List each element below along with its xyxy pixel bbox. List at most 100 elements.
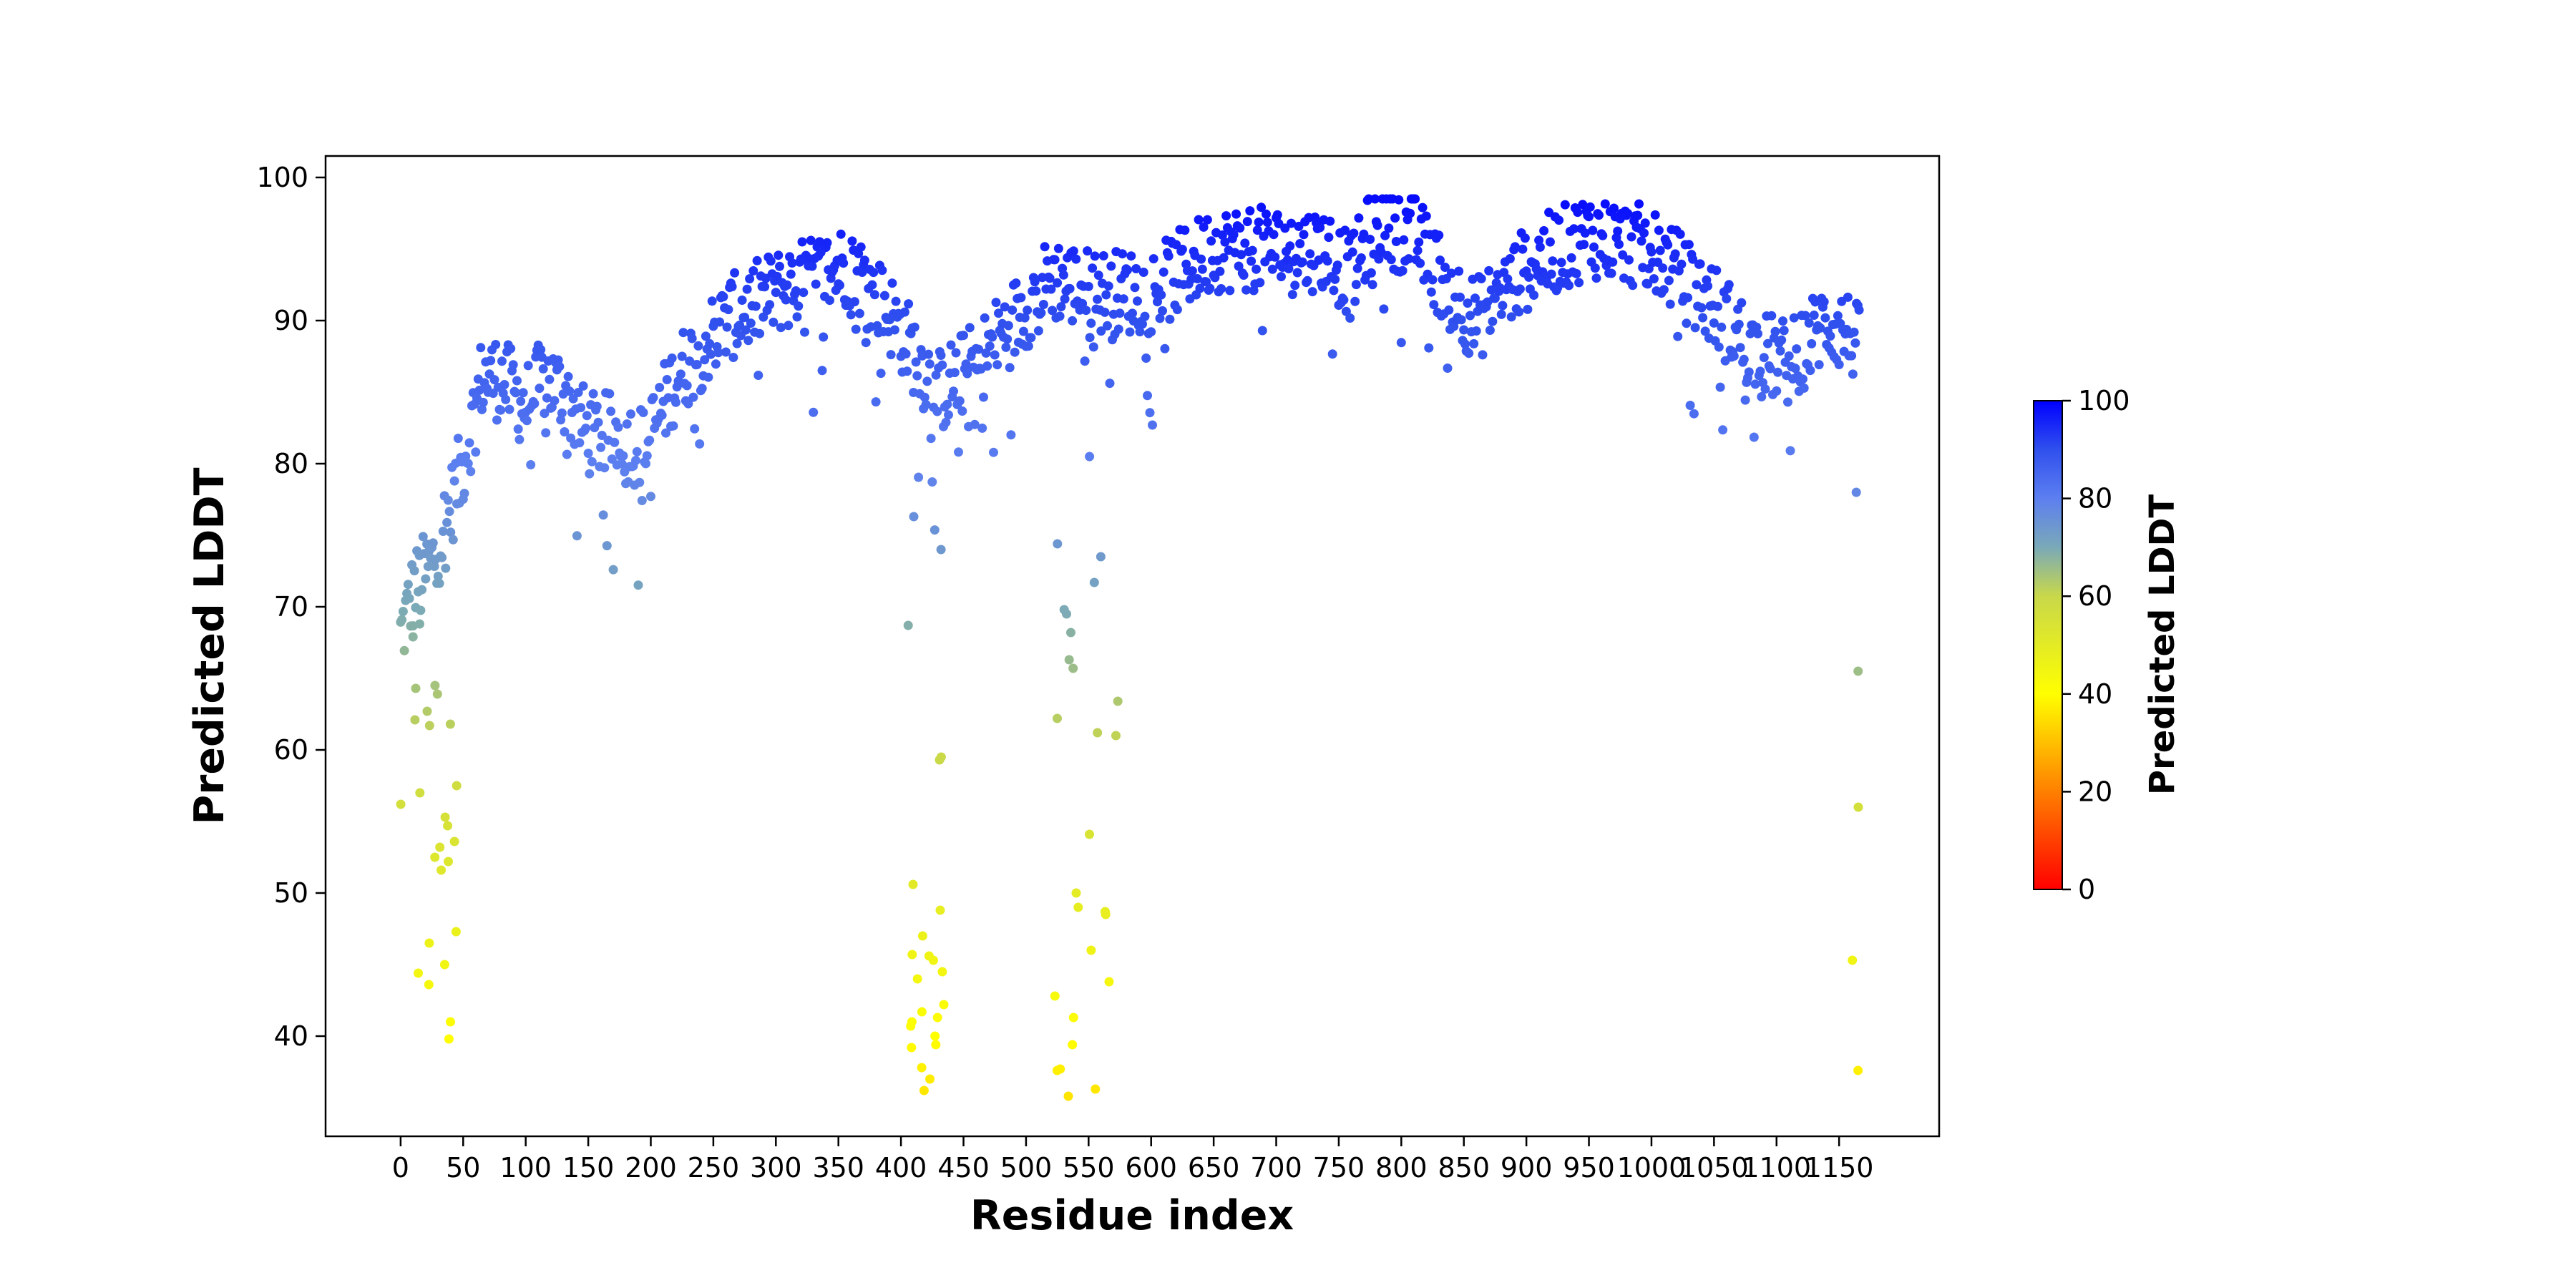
data-point <box>908 879 918 889</box>
data-point <box>645 435 655 445</box>
data-point <box>632 447 642 457</box>
data-point <box>497 356 507 366</box>
data-point <box>1065 283 1075 293</box>
data-point <box>1172 305 1182 315</box>
data-point <box>1415 258 1425 268</box>
data-point <box>1523 304 1533 314</box>
data-point <box>1670 249 1680 259</box>
y-axis: 40 50 60 70 80 90 100 <box>256 162 326 1052</box>
data-point <box>1143 391 1152 401</box>
data-point <box>1579 240 1589 250</box>
data-point <box>1089 577 1099 587</box>
data-point <box>1763 338 1772 348</box>
data-point <box>857 268 867 277</box>
data-point <box>1498 301 1508 311</box>
data-point <box>1216 284 1226 293</box>
data-point <box>635 477 645 487</box>
data-point <box>1242 217 1252 227</box>
data-point <box>1356 253 1366 263</box>
data-point <box>1434 230 1444 240</box>
data-point <box>464 438 474 448</box>
data-point <box>1138 319 1147 329</box>
data-point <box>1140 311 1150 321</box>
data-point <box>1241 285 1252 295</box>
data-point <box>1064 655 1074 665</box>
data-point <box>1008 305 1018 315</box>
data-point <box>1053 539 1063 549</box>
data-point <box>1384 223 1394 233</box>
data-point <box>889 325 899 335</box>
data-point <box>1290 280 1300 291</box>
data-point <box>617 459 627 469</box>
data-point <box>677 351 687 361</box>
data-point <box>436 865 447 875</box>
data-point <box>917 1007 927 1017</box>
data-point <box>523 361 533 371</box>
data-point <box>962 369 972 379</box>
data-point <box>1566 253 1576 263</box>
data-point <box>1772 386 1782 396</box>
data-point <box>727 282 737 292</box>
data-point <box>1327 349 1337 359</box>
data-point <box>722 322 732 332</box>
data-point <box>1847 351 1857 361</box>
data-point <box>1299 230 1309 240</box>
data-point <box>1003 321 1013 331</box>
data-point <box>415 619 424 629</box>
data-point <box>1608 257 1618 267</box>
data-point <box>1535 242 1545 252</box>
colorbar-title: Predicted LDDT <box>2142 494 2182 796</box>
data-point <box>1518 244 1528 254</box>
data-point <box>1814 360 1824 370</box>
data-point <box>718 292 728 302</box>
data-point <box>415 788 425 798</box>
data-point <box>939 1000 949 1010</box>
data-point <box>444 507 454 517</box>
data-point <box>867 280 877 290</box>
data-point <box>506 343 516 353</box>
data-point <box>981 348 991 358</box>
data-point <box>886 350 896 360</box>
data-point <box>600 463 610 473</box>
data-point <box>1215 266 1225 276</box>
data-point <box>851 324 861 334</box>
data-point <box>1349 228 1359 238</box>
x-tick-label: 600 <box>1125 1152 1177 1184</box>
data-point <box>871 397 881 407</box>
data-point <box>1045 273 1055 283</box>
data-point <box>1548 256 1558 266</box>
data-point <box>1056 302 1066 312</box>
data-point <box>1221 211 1231 221</box>
x-tick-label: 50 <box>446 1152 480 1184</box>
data-point <box>1219 253 1229 263</box>
colorbar-tick-label: 40 <box>2078 678 2112 710</box>
data-point <box>1106 261 1116 271</box>
y-tick-label: 100 <box>256 162 308 193</box>
data-point <box>1315 223 1325 233</box>
data-point <box>1086 318 1096 328</box>
data-point <box>518 388 528 398</box>
data-point <box>1851 487 1861 497</box>
data-point <box>1744 367 1754 377</box>
data-point <box>743 336 753 346</box>
data-point <box>418 532 428 542</box>
data-point <box>1050 255 1060 265</box>
data-point <box>1789 313 1799 323</box>
data-point <box>1100 307 1110 317</box>
data-point <box>411 683 421 693</box>
data-point <box>1332 260 1342 270</box>
data-point <box>715 317 725 327</box>
data-point <box>655 383 665 392</box>
data-point <box>741 325 751 335</box>
data-point <box>1085 829 1094 839</box>
data-point <box>1058 270 1068 280</box>
data-point <box>675 369 686 379</box>
data-point <box>1329 286 1339 296</box>
data-point <box>847 236 857 246</box>
data-point <box>443 495 453 505</box>
data-point <box>542 393 552 403</box>
data-point <box>514 434 525 444</box>
data-point <box>1753 328 1762 338</box>
data-point <box>668 421 678 431</box>
colorbar: 0 20 40 60 80 100 Predicted LDDT <box>2033 385 2182 905</box>
